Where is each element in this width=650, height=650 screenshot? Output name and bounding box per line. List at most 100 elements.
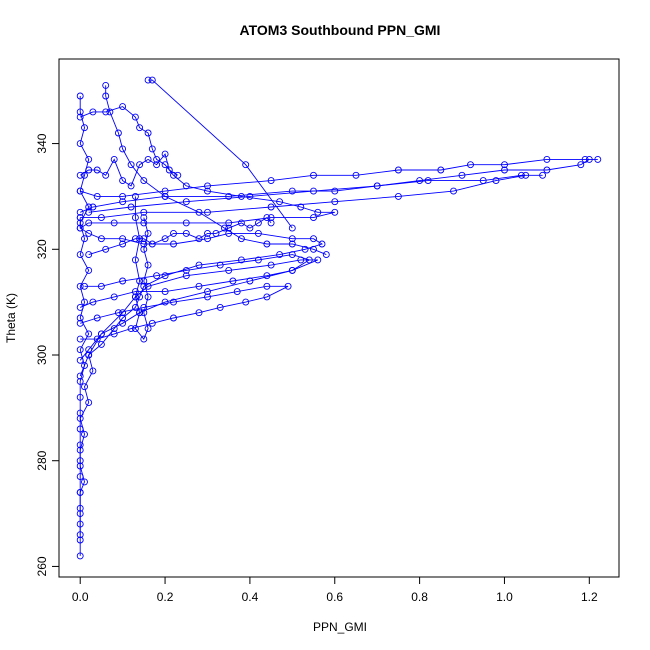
data-point <box>76 488 84 496</box>
data-point <box>237 192 245 200</box>
data-point <box>131 288 139 296</box>
data-point <box>85 155 93 163</box>
data-point <box>131 192 139 200</box>
data-series <box>131 192 152 343</box>
data-point <box>81 282 88 290</box>
data-point <box>76 171 84 179</box>
data-point <box>140 219 148 227</box>
data-point <box>76 510 84 518</box>
data-point <box>76 314 84 322</box>
y-tick-label: 260 <box>35 556 49 576</box>
data-point <box>119 314 127 322</box>
data-point <box>170 229 177 237</box>
data-point <box>89 108 97 116</box>
data-point <box>76 113 84 121</box>
data-point <box>76 425 84 433</box>
data-point <box>148 240 156 248</box>
data-point <box>76 92 84 100</box>
data-point <box>140 245 148 253</box>
data-point <box>352 171 360 179</box>
data-point <box>522 171 530 179</box>
data-point <box>97 235 105 243</box>
data-point <box>577 161 585 169</box>
data-point <box>85 166 93 174</box>
data-point <box>204 235 211 243</box>
data-point <box>76 377 84 385</box>
data-point <box>76 208 84 216</box>
data-point <box>174 171 182 179</box>
data-point <box>140 303 148 311</box>
data-point <box>76 441 84 449</box>
data-point <box>114 309 122 317</box>
data-point <box>76 224 84 232</box>
data-point <box>161 187 169 195</box>
x-tick-label: 0.4 <box>242 590 259 604</box>
y-tick-label: 340 <box>35 133 49 153</box>
data-point <box>204 229 211 237</box>
data-point <box>97 340 105 348</box>
data-point <box>229 277 237 285</box>
data-point <box>81 235 88 243</box>
data-point <box>543 166 551 174</box>
data-point <box>267 214 275 222</box>
data-point <box>144 129 152 137</box>
data-point <box>225 224 233 232</box>
data-point <box>204 288 211 296</box>
data-point <box>102 245 110 253</box>
data-series <box>102 81 330 259</box>
x-tick-label: 0.0 <box>72 590 89 604</box>
data-point <box>301 245 309 253</box>
data-point <box>237 256 245 264</box>
data-point <box>182 219 190 227</box>
data-point <box>246 192 254 200</box>
data-point <box>140 240 148 248</box>
data-series <box>76 150 182 190</box>
data-point <box>310 245 317 253</box>
data-point <box>331 208 339 216</box>
data-point <box>76 393 84 401</box>
series-line <box>80 158 598 213</box>
series-line <box>105 85 327 256</box>
data-point <box>110 330 118 338</box>
data-point <box>131 214 139 222</box>
data-point <box>373 182 381 190</box>
data-point <box>225 266 233 274</box>
data-point <box>314 256 322 264</box>
data-point <box>144 76 152 84</box>
data-series <box>76 282 292 343</box>
data-point <box>119 235 127 243</box>
data-point <box>76 531 84 539</box>
data-point <box>127 161 135 169</box>
data-point <box>89 298 97 306</box>
data-point <box>153 161 161 169</box>
data-point <box>148 145 156 153</box>
data-point <box>288 235 296 243</box>
data-point <box>85 346 93 354</box>
series-line <box>80 174 543 219</box>
data-point <box>85 399 93 407</box>
data-point <box>127 325 135 333</box>
data-point <box>195 235 203 243</box>
data-point <box>140 335 148 343</box>
data-point <box>85 203 93 211</box>
data-point <box>204 208 211 216</box>
data-point <box>437 166 445 174</box>
data-point <box>458 171 466 179</box>
data-point <box>114 129 122 137</box>
data-point <box>242 298 250 306</box>
data-series <box>76 171 547 222</box>
data-point <box>76 303 84 311</box>
data-point <box>85 251 93 259</box>
data-point <box>310 171 317 179</box>
data-point <box>267 177 275 185</box>
data-point <box>170 298 177 306</box>
data-point <box>204 182 211 190</box>
data-point <box>131 256 139 264</box>
data-point <box>144 293 152 301</box>
data-point <box>89 367 97 375</box>
data-point <box>97 282 105 290</box>
data-point <box>140 235 148 243</box>
series-layer <box>76 76 602 560</box>
data-point <box>131 113 139 121</box>
data-point <box>144 261 152 269</box>
